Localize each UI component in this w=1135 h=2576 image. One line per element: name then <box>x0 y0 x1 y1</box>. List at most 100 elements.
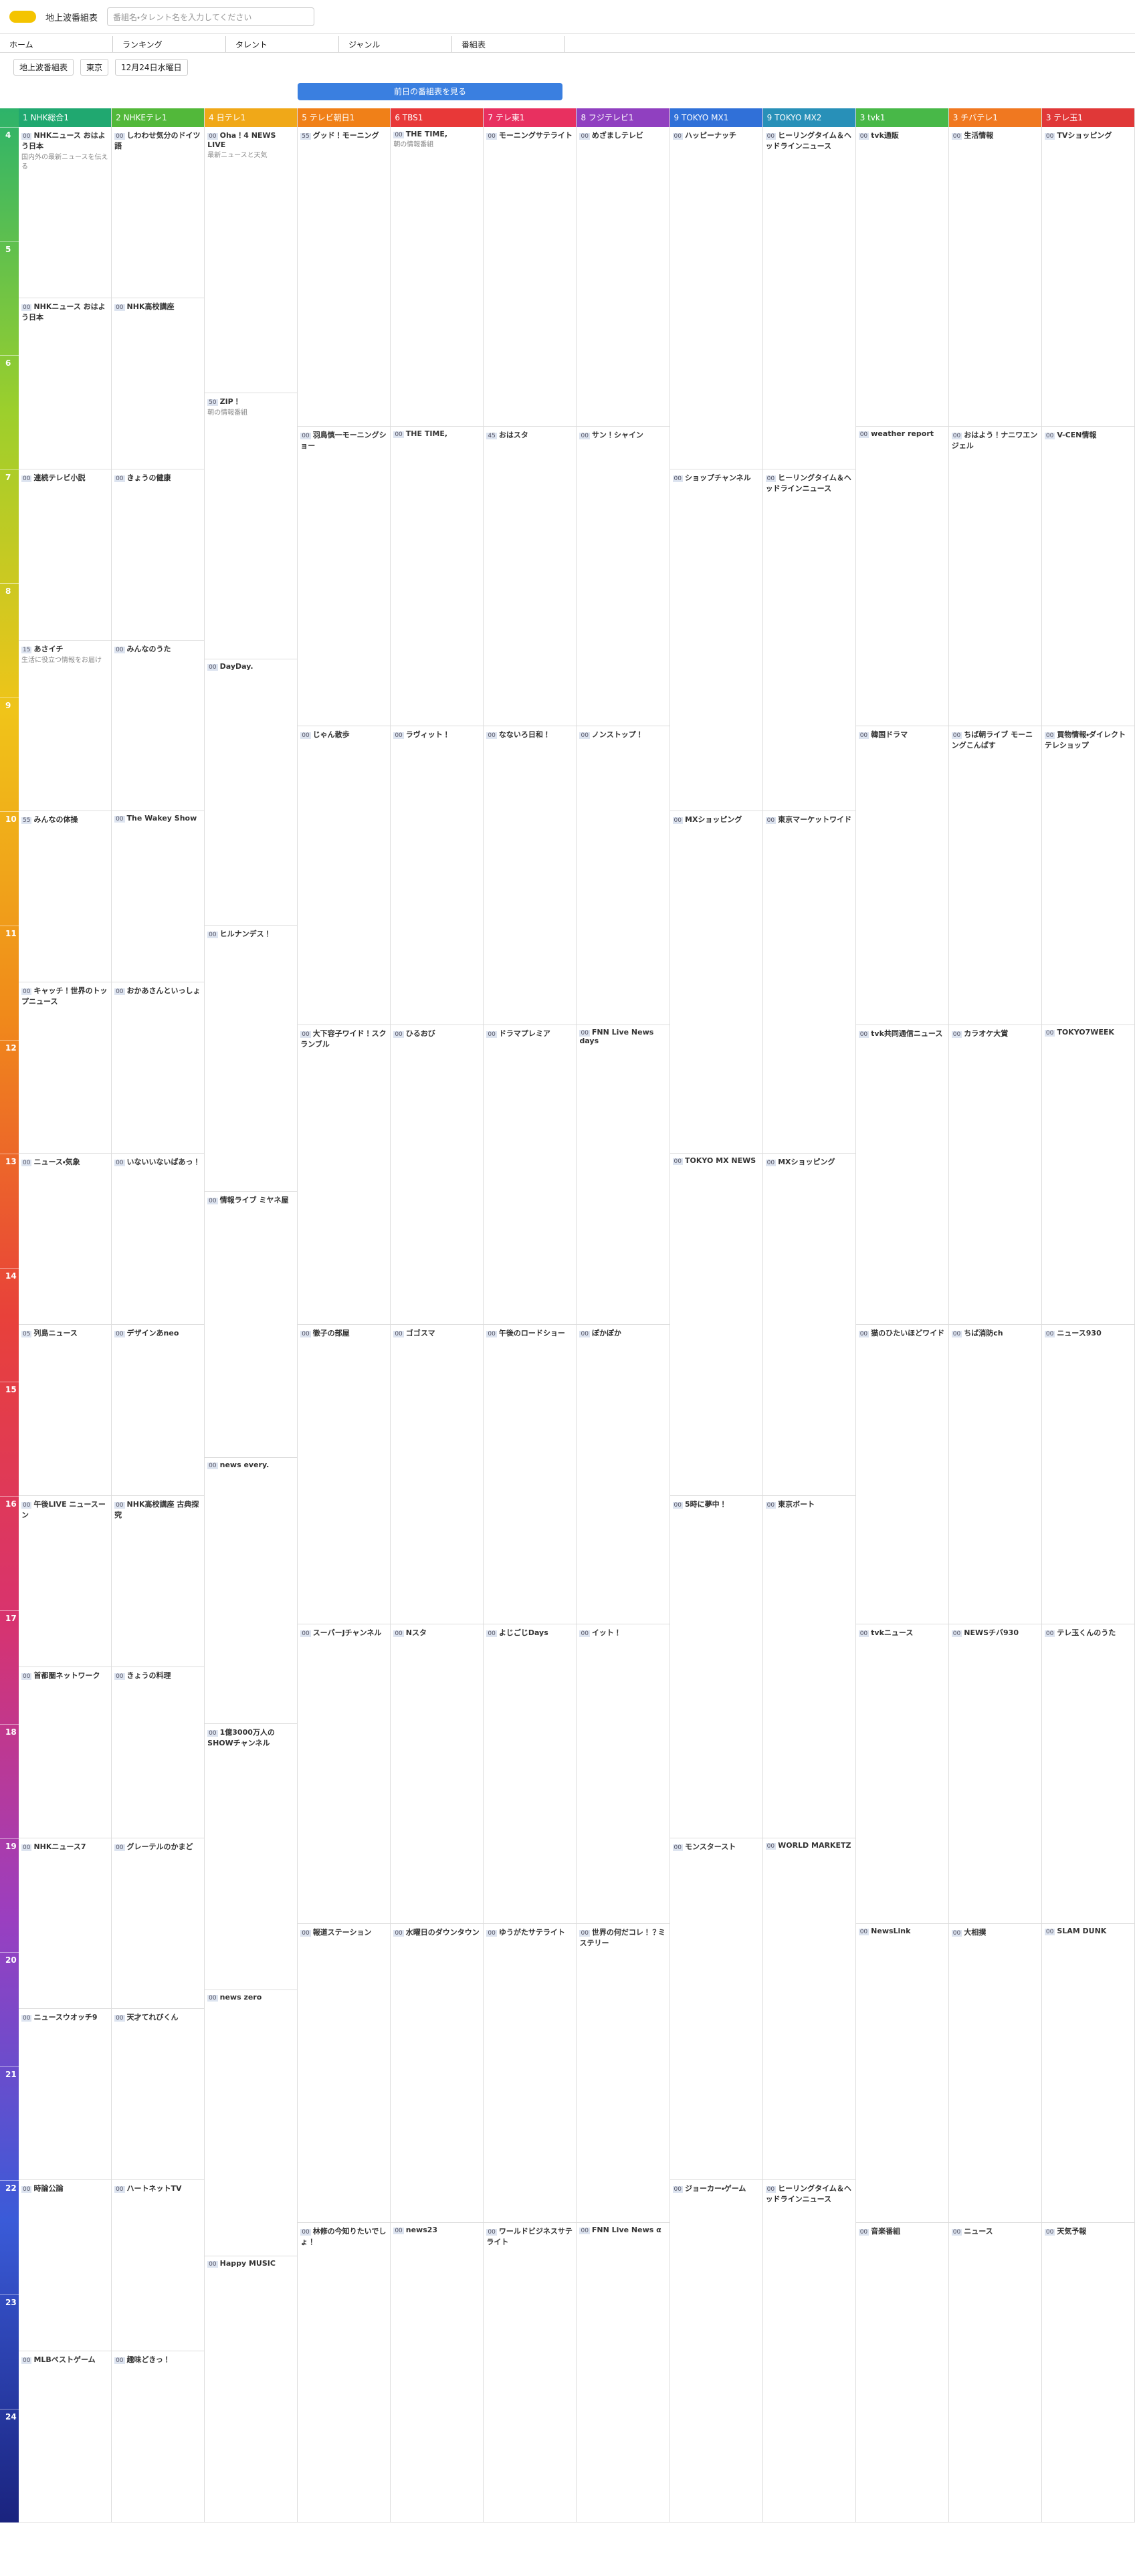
channel-header[interactable]: 9 TOKYO MX2 <box>762 108 855 127</box>
channel-header[interactable]: 8 フジテレビ1 <box>577 108 669 127</box>
program[interactable]: 00 NHKニュース おはよう日本 <box>19 298 112 469</box>
program[interactable]: 15 あさイチ 生活に役立つ情報をお届け <box>19 641 112 812</box>
program[interactable]: 00 めざましテレビ <box>577 127 669 427</box>
program[interactable]: 00 MXショッピング <box>762 1154 855 1496</box>
program[interactable]: 00 世界の何だコレ！？ミステリー <box>577 1924 669 2224</box>
nav-tab[interactable]: ジャンル <box>339 36 452 52</box>
program[interactable]: 00 news every. <box>205 1458 298 1724</box>
program[interactable]: 00 NewsLink <box>855 1924 948 2224</box>
program[interactable]: 00 SLAM DUNK <box>1041 1924 1134 2224</box>
program[interactable]: 00 東京ボート <box>762 1496 855 1838</box>
program[interactable]: 00 林修の今知りたいでしょ！ <box>298 2223 391 2523</box>
channel-header[interactable]: 2 NHKEテレ1 <box>112 108 205 127</box>
program[interactable]: 00 じゃん散歩 <box>298 726 391 1026</box>
program[interactable]: 00 Happy MUSIC <box>205 2256 298 2523</box>
program[interactable]: 00 ショップチャンネル <box>669 469 762 812</box>
program[interactable]: 00 大下容子ワイド！スクランブル <box>298 1025 391 1325</box>
program[interactable]: 00 news23 <box>391 2223 484 2523</box>
program[interactable]: 00 ちば消防ch <box>948 1325 1041 1624</box>
program[interactable]: 00 ヒルナンデス！ <box>205 926 298 1192</box>
program[interactable]: 00 The Wakey Show <box>112 811 205 983</box>
program[interactable]: 00 ドラマプレミア <box>484 1025 577 1325</box>
program[interactable]: 00 ニュース <box>948 2223 1041 2523</box>
program[interactable]: 00 TOKYO7WEEK <box>1041 1025 1134 1325</box>
program[interactable]: 00 スーパーJチャンネル <box>298 1624 391 1924</box>
program[interactable]: 00 大相撲 <box>948 1924 1041 2224</box>
nav-tab[interactable]: ホーム <box>0 36 113 52</box>
program[interactable]: 00 ヒーリングタイム＆ヘッドラインニュース <box>762 127 855 469</box>
program[interactable]: 00 NHK高校講座 <box>112 298 205 469</box>
select[interactable]: 東京 <box>80 59 109 76</box>
program[interactable]: 00 TVショッピング <box>1041 127 1134 427</box>
program[interactable]: 00 tvk共同通信ニュース <box>855 1025 948 1325</box>
program[interactable]: 00 連続テレビ小説 <box>19 469 112 641</box>
program[interactable]: 00 V-CEN情報 <box>1041 427 1134 726</box>
channel-header[interactable]: 3 テレ玉1 <box>1041 108 1134 127</box>
program[interactable]: 00 グレーテルのかまど <box>112 1838 205 2010</box>
program[interactable]: 00 よじごじDays <box>484 1624 577 1924</box>
program[interactable]: 00 水曜日のダウンタウン <box>391 1924 484 2224</box>
program[interactable]: 00 午後のロードショー <box>484 1325 577 1624</box>
program[interactable]: 00 首都圏ネットワーク <box>19 1667 112 1838</box>
program[interactable]: 00 ノンストップ！ <box>577 726 669 1026</box>
program[interactable]: 00 FNN Live News days <box>577 1025 669 1325</box>
program[interactable]: 00 FNN Live News α <box>577 2223 669 2523</box>
prev-day-button[interactable]: 前日の番組表を見る <box>298 83 562 100</box>
program[interactable]: 00 天気予報 <box>1041 2223 1134 2523</box>
program[interactable]: 00 いないいないばあっ！ <box>112 1154 205 1325</box>
program[interactable]: 00 NEWSチバ930 <box>948 1624 1041 1924</box>
program[interactable]: 00 ハッピーナッチ <box>669 127 762 469</box>
program[interactable]: 00 天才てれびくん <box>112 2009 205 2181</box>
program[interactable]: 00 ゆうがたサテライト <box>484 1924 577 2224</box>
program[interactable]: 00 ハートネットTV <box>112 2180 205 2352</box>
channel-header[interactable]: 1 NHK総合1 <box>19 108 112 127</box>
program[interactable]: 00 ヒーリングタイム＆ヘッドラインニュース <box>762 2180 855 2523</box>
program[interactable]: 50 ZIP！ 朝の情報番組 <box>205 393 298 659</box>
program[interactable]: 00 みんなのうた <box>112 641 205 812</box>
program[interactable]: 00 おはよう！ナニワエンジェル <box>948 427 1041 726</box>
program[interactable]: 00 ジョーカー・ゲーム <box>669 2180 762 2523</box>
program[interactable]: 00 ちば朝ライブ モーニングこんぱす <box>948 726 1041 1026</box>
program[interactable]: 00 なないろ日和！ <box>484 726 577 1026</box>
program[interactable]: 00 時論公論 <box>19 2180 112 2352</box>
channel-header[interactable]: 9 TOKYO MX1 <box>669 108 762 127</box>
program[interactable]: 05 列島ニュース <box>19 1325 112 1496</box>
program[interactable]: 00 ひるおび <box>391 1025 484 1325</box>
program[interactable]: 55 みんなの体操 <box>19 811 112 983</box>
channel-header[interactable]: 3 tvk1 <box>855 108 948 127</box>
program[interactable]: 00 DayDay. <box>205 659 298 926</box>
channel-header[interactable]: 3 チバテレ1 <box>948 108 1041 127</box>
program[interactable]: 00 NHKニュース7 <box>19 1838 112 2010</box>
program[interactable]: 00 tvkニュース <box>855 1624 948 1924</box>
channel-header[interactable]: 7 テレ東1 <box>484 108 577 127</box>
search-box[interactable]: 番組名・タレント名を入力してください <box>107 7 315 26</box>
program[interactable]: 00 カラオケ大賞 <box>948 1025 1041 1325</box>
program[interactable]: 00 TOKYO MX NEWS <box>669 1154 762 1496</box>
program[interactable]: 00 THE TIME, <box>391 427 484 726</box>
program[interactable]: 00 徹子の部屋 <box>298 1325 391 1624</box>
program[interactable]: 00 ワールドビジネスサテライト <box>484 2223 577 2523</box>
channel-header[interactable]: 5 テレビ朝日1 <box>298 108 391 127</box>
program[interactable]: 00 ニュース930 <box>1041 1325 1134 1624</box>
nav-tab[interactable]: 番組表 <box>452 36 565 52</box>
select[interactable]: 12月24日水曜日 <box>115 59 188 76</box>
program[interactable]: 00 ラヴィット！ <box>391 726 484 1026</box>
nav-tab[interactable]: タレント <box>226 36 339 52</box>
program[interactable]: 00 おかあさんといっしょ <box>112 982 205 1154</box>
program[interactable]: 00 5時に夢中！ <box>669 1496 762 1838</box>
program[interactable]: 00 MLBベストゲーム <box>19 2351 112 2523</box>
program[interactable]: 00 きょうの健康 <box>112 469 205 641</box>
program[interactable]: 00 韓国ドラマ <box>855 726 948 1026</box>
program[interactable]: 00 テレ玉くんのうた <box>1041 1624 1134 1924</box>
channel-header[interactable]: 6 TBS1 <box>391 108 484 127</box>
program[interactable]: 00 モーニングサテライト <box>484 127 577 427</box>
program[interactable]: 00 モンスタースト <box>669 1838 762 2181</box>
program[interactable]: 00 THE TIME, 朝の情報番組 <box>391 127 484 427</box>
program[interactable]: 00 買物情報・ダイレクトテレショップ <box>1041 726 1134 1026</box>
program[interactable]: 00 1億3000万人のSHOWチャンネル <box>205 1724 298 1990</box>
program[interactable]: 00 tvk通販 <box>855 127 948 427</box>
program[interactable]: 00 東京マーケットワイド <box>762 811 855 1154</box>
logo[interactable] <box>9 11 36 23</box>
program[interactable]: 00 ニュース・気象 <box>19 1154 112 1325</box>
program[interactable]: 00 しわわせ気分のドイツ語 <box>112 127 205 298</box>
